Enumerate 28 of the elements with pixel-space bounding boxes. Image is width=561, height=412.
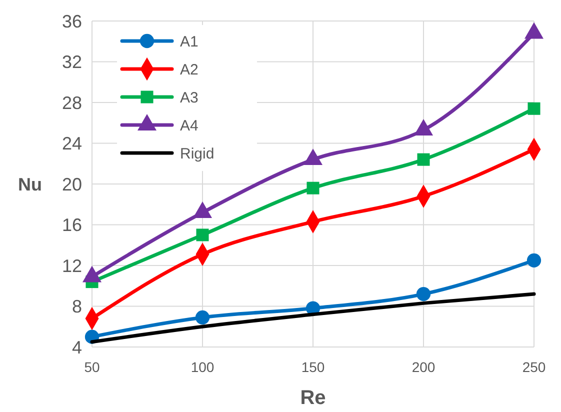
- x-tick-label: 50: [84, 359, 100, 375]
- y-tick-label: 12: [62, 256, 82, 276]
- y-tick-label: 4: [72, 337, 82, 358]
- x-tick-label: 250: [522, 359, 546, 375]
- y-tick-label: 24: [62, 134, 82, 154]
- point: [526, 253, 542, 268]
- y-axis-title: Nu: [18, 174, 42, 194]
- x-tick-label: 100: [190, 359, 214, 375]
- y-tick-label: 16: [62, 215, 82, 236]
- legend-label: A3: [180, 89, 198, 106]
- legend-label: A1: [180, 33, 198, 50]
- y-tick-label: 8: [72, 296, 82, 317]
- point: [416, 286, 431, 302]
- point: [195, 310, 210, 325]
- point: [306, 182, 320, 194]
- point: [417, 153, 430, 166]
- x-axis-title: Re: [300, 387, 326, 409]
- y-tick-label: 32: [62, 52, 82, 72]
- legend-label: A4: [180, 117, 198, 134]
- x-tick-label: 200: [412, 359, 436, 375]
- x-tick-label: 150: [301, 359, 325, 375]
- point: [528, 102, 540, 115]
- legend-label: Rigid: [180, 145, 214, 162]
- point: [196, 228, 209, 242]
- y-tick-label: 28: [62, 92, 82, 113]
- y-tick-label: 20: [62, 174, 82, 194]
- legend-label: A2: [180, 61, 198, 78]
- y-tick-label: 36: [62, 11, 82, 32]
